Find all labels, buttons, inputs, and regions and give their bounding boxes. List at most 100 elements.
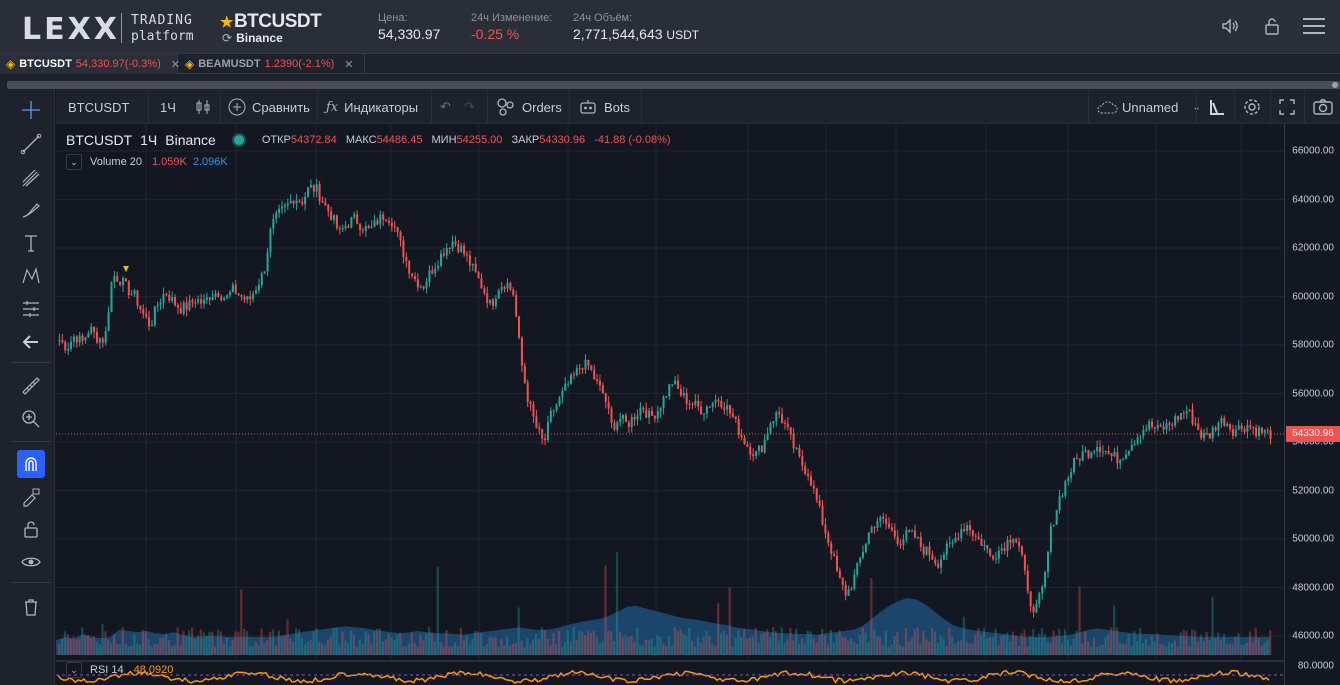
collapse-chevron-icon[interactable]: ⌄ bbox=[66, 154, 82, 170]
candle-body bbox=[890, 527, 893, 531]
candle-body bbox=[1226, 424, 1229, 426]
volume-bar bbox=[1006, 632, 1009, 655]
candle-body bbox=[413, 276, 416, 280]
volume-bar bbox=[75, 639, 78, 655]
candle-body bbox=[861, 552, 864, 558]
toolbar-divider bbox=[1234, 90, 1235, 124]
candle-body bbox=[1122, 458, 1125, 460]
text-icon[interactable] bbox=[17, 229, 45, 257]
settings-icon[interactable] bbox=[1242, 90, 1262, 124]
interval-button[interactable]: 1Ч bbox=[160, 90, 176, 124]
volume-bar bbox=[838, 630, 841, 655]
prediction-icon[interactable] bbox=[17, 295, 45, 323]
candle-body bbox=[1159, 424, 1162, 427]
candle-body bbox=[246, 296, 249, 300]
volume-bar bbox=[107, 639, 110, 655]
fullscreen-icon[interactable] bbox=[1278, 90, 1296, 124]
magnet-icon[interactable] bbox=[17, 450, 45, 478]
orders-button[interactable]: Orders bbox=[496, 90, 562, 124]
volume-bar bbox=[771, 627, 775, 655]
volume-bar bbox=[425, 633, 428, 655]
undo-icon[interactable]: ↶ bbox=[440, 99, 451, 114]
volume-bar bbox=[682, 633, 685, 655]
crosshair-icon[interactable] bbox=[17, 96, 45, 124]
zoom-in-icon[interactable] bbox=[17, 405, 45, 433]
volume-bar bbox=[691, 640, 694, 655]
volume-bar bbox=[636, 628, 639, 655]
indicators-button[interactable]: ƒx Индикаторы bbox=[326, 90, 418, 124]
trash-icon[interactable] bbox=[17, 593, 45, 621]
scrollbar-handle[interactable] bbox=[1332, 82, 1338, 88]
volume-bar bbox=[150, 646, 153, 655]
eye-icon[interactable] bbox=[17, 548, 45, 576]
volume-bar bbox=[933, 631, 937, 655]
rsi-value: 48.0920 bbox=[133, 664, 174, 676]
pair-title[interactable]: ★BTCUSDT bbox=[220, 11, 322, 33]
candle-body bbox=[616, 422, 619, 430]
volume-bar bbox=[968, 643, 971, 655]
candle-body bbox=[859, 557, 862, 563]
brush-icon[interactable] bbox=[17, 196, 45, 224]
volume-bar bbox=[962, 616, 966, 655]
legend-interval: 1Ч bbox=[140, 132, 158, 148]
lock-drawing-icon[interactable] bbox=[17, 482, 45, 510]
candle-body bbox=[1073, 458, 1076, 473]
toolbar-divider bbox=[317, 90, 318, 124]
candle-body bbox=[509, 283, 512, 290]
candle-body bbox=[1168, 423, 1171, 425]
volume-bar bbox=[95, 641, 98, 655]
volume-bar bbox=[147, 639, 150, 655]
bots-button[interactable]: Bots bbox=[578, 90, 630, 124]
candle-body bbox=[645, 409, 648, 418]
volume-bar bbox=[399, 633, 402, 655]
pitchfork-icon[interactable] bbox=[17, 164, 45, 192]
candle-body bbox=[746, 444, 749, 447]
arrow-left-icon[interactable] bbox=[17, 328, 45, 356]
lock-icon[interactable] bbox=[1260, 14, 1284, 38]
candle-body bbox=[1185, 411, 1188, 414]
volume-bar bbox=[176, 627, 179, 655]
candle-body bbox=[914, 530, 917, 538]
volume-bar bbox=[922, 630, 925, 655]
symbol-search-button[interactable]: BTCUSDT bbox=[68, 90, 129, 124]
menu-icon[interactable] bbox=[1302, 14, 1326, 38]
candle-body bbox=[778, 412, 781, 415]
ruler-icon[interactable] bbox=[17, 372, 45, 400]
volume-bar bbox=[1231, 644, 1234, 655]
candle-body bbox=[240, 294, 243, 297]
price-chart[interactable] bbox=[56, 124, 1284, 685]
camera-icon[interactable] bbox=[1312, 90, 1334, 124]
redo-icon[interactable]: ↷ bbox=[464, 99, 475, 114]
favorite-star-icon[interactable]: ★ bbox=[220, 14, 233, 31]
candle-style-icon[interactable] bbox=[194, 90, 212, 124]
tab-btcusdt[interactable]: ◈ BTCUSDT 54,330.97(-0.3%) ✕ bbox=[0, 54, 181, 74]
chart-type-icon[interactable] bbox=[1208, 90, 1226, 124]
collapse-chevron-icon[interactable]: ⌄ bbox=[66, 662, 82, 678]
volume-bar bbox=[361, 643, 364, 655]
candle-body bbox=[512, 289, 515, 295]
candle-body bbox=[266, 252, 269, 272]
horizontal-scrollbar[interactable] bbox=[7, 81, 1340, 89]
unlock-icon[interactable] bbox=[17, 515, 45, 543]
candle-body bbox=[916, 537, 919, 539]
pattern-icon[interactable] bbox=[17, 262, 45, 290]
tab-beamusdt[interactable]: ◈ BEAMUSDT 1.2390(-2.1%) ✕ bbox=[179, 54, 365, 74]
volume-bar bbox=[1098, 645, 1101, 655]
candle-body bbox=[1208, 433, 1211, 439]
candle-body bbox=[734, 416, 737, 419]
candle-body bbox=[986, 545, 989, 549]
candle-body bbox=[700, 406, 703, 415]
layout-button[interactable]: Unnamed ⌄ bbox=[1096, 90, 1201, 124]
close-icon[interactable]: ✕ bbox=[344, 58, 354, 71]
sound-icon[interactable] bbox=[1218, 14, 1242, 38]
compare-button[interactable]: Сравнить bbox=[228, 90, 310, 124]
trend-line-icon[interactable] bbox=[17, 130, 45, 158]
volume-bar bbox=[552, 632, 555, 655]
candle-body bbox=[1269, 430, 1272, 440]
candle-body bbox=[520, 337, 523, 366]
volume-bar bbox=[104, 631, 107, 655]
price-scale[interactable]: 66000.00 64000.00 62000.00 60000.00 5800… bbox=[1284, 124, 1340, 685]
candle-body bbox=[489, 299, 492, 304]
close-icon[interactable]: ✕ bbox=[170, 58, 181, 71]
candle-body bbox=[650, 410, 653, 416]
